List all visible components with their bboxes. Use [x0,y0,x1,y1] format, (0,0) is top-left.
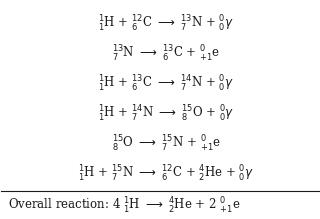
Text: $^{1}_{1}$H + $^{14}_{7}$N $\longrightarrow$ $^{15}_{8}$O + $^{0}_{0}\gamma$: $^{1}_{1}$H + $^{14}_{7}$N $\longrightar… [98,104,235,124]
Text: $^{1}_{1}$H + $^{12}_{6}$C $\longrightarrow$ $^{13}_{7}$N + $^{0}_{0}\gamma$: $^{1}_{1}$H + $^{12}_{6}$C $\longrightar… [99,14,234,34]
Text: Overall reaction: 4 $^{1}_{1}$H $\longrightarrow$ $^{4}_{2}$He + 2 $^{0}_{+1}$e: Overall reaction: 4 $^{1}_{1}$H $\longri… [8,196,240,215]
Text: $^{13}_{7}$N $\longrightarrow$ $^{13}_{6}$C + $^{0}_{+1}$e: $^{13}_{7}$N $\longrightarrow$ $^{13}_{6… [112,44,220,64]
Text: $^{1}_{1}$H + $^{15}_{7}$N $\longrightarrow$ $^{12}_{6}$C + $^{4}_{2}$He + $^{0}: $^{1}_{1}$H + $^{15}_{7}$N $\longrightar… [78,163,254,184]
Text: $^{1}_{1}$H + $^{13}_{6}$C $\longrightarrow$ $^{14}_{7}$N + $^{0}_{0}\gamma$: $^{1}_{1}$H + $^{13}_{6}$C $\longrightar… [99,74,234,94]
Text: $^{15}_{8}$O $\longrightarrow$ $^{15}_{7}$N + $^{0}_{+1}$e: $^{15}_{8}$O $\longrightarrow$ $^{15}_{7… [112,134,221,154]
